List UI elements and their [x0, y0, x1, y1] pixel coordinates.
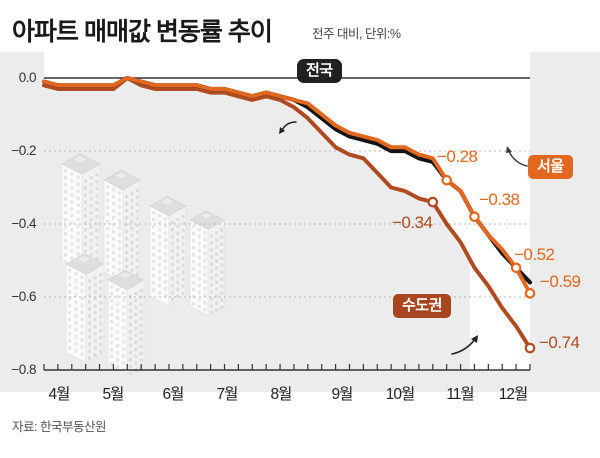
x-tick-label-aug: 8월 — [270, 386, 293, 403]
y-tick-0: 0.0 — [18, 70, 37, 85]
source-note: 자료: 한국부동산원 — [12, 420, 106, 434]
value-label-seoul-038: −0.38 — [479, 190, 520, 209]
apartment-building — [107, 269, 145, 376]
x-tick-label-apr: 4월 — [48, 386, 71, 403]
page-title: 아파트 매매값 변동률 추이 — [12, 18, 273, 46]
x-tick-label-sep: 9월 — [331, 386, 354, 403]
x-axis — [43, 364, 531, 371]
page-subtitle: 전주 대비, 단위:% — [312, 27, 401, 41]
callout-nationwide: 전국 — [297, 59, 342, 84]
y-tick-2: −0.4 — [11, 216, 36, 231]
data-point-marker — [510, 262, 522, 274]
chart-canvas — [0, 52, 600, 392]
callout-capital-region: 수도권 — [393, 294, 451, 319]
apartment-building — [149, 195, 187, 307]
header: 아파트 매매값 변동률 추이 전주 대비, 단위:% — [0, 0, 600, 52]
x-tick-label-nov: 11월 — [446, 386, 474, 403]
value-label-capital-074: −0.74 — [539, 333, 580, 352]
area-fill-white — [44, 52, 530, 349]
apartment-building — [189, 210, 225, 316]
value-label-seoul-028: −0.28 — [437, 147, 478, 166]
y-tick-4: −0.8 — [11, 362, 36, 377]
line-chart: 0.0 −0.2 −0.4 −0.6 −0.8 4월 5월 6월 7월 8월 9… — [0, 52, 600, 403]
callout-seoul: 서울 — [528, 155, 573, 180]
apartment-building — [103, 169, 141, 283]
callout-arrows — [279, 121, 528, 355]
apartment-building — [65, 253, 105, 363]
x-tick-label-oct: 10월 — [385, 386, 415, 403]
value-label-seoul-059: −0.59 — [540, 272, 581, 291]
recent-period-highlight — [470, 52, 530, 370]
data-point-marker — [524, 288, 536, 299]
data-point-marker — [469, 211, 480, 222]
x-tick-label-may: 5월 — [102, 386, 125, 403]
value-label-capital-034: −0.34 — [392, 213, 433, 232]
data-point-marker — [427, 196, 439, 208]
y-tick-3: −0.6 — [11, 289, 36, 304]
apartment-illustration — [61, 153, 225, 376]
series-markers — [427, 174, 536, 354]
data-point-marker — [524, 342, 536, 354]
x-tick-label-jun: 6월 — [162, 386, 185, 403]
x-tick-label-dec: 12월 — [498, 386, 528, 403]
x-tick-label-jul: 7월 — [216, 386, 239, 403]
y-tick-1: −0.2 — [11, 143, 36, 158]
data-point-marker — [441, 174, 452, 186]
value-label-seoul-052: −0.52 — [514, 245, 555, 264]
